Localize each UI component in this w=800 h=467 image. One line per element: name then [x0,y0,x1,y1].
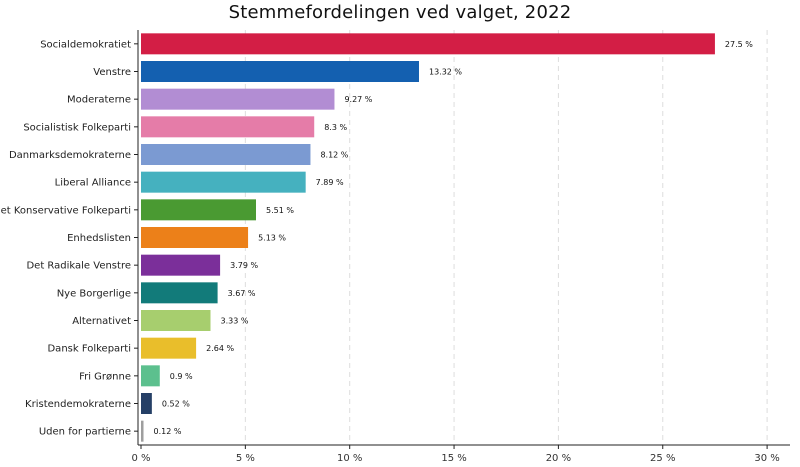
value-label: 27.5 % [725,40,753,49]
x-tick-label: 15 % [441,453,466,464]
x-tick-label: 25 % [650,453,675,464]
category-label: Det Radikale Venstre [26,261,131,272]
bar [141,199,256,221]
bar [141,337,197,359]
value-label: 3.67 % [228,289,256,298]
category-label: Venstre [93,67,131,78]
category-label: Uden for partierne [39,427,131,438]
bar [141,33,715,55]
category-label: Moderaterne [67,95,131,106]
value-label: 7.89 % [316,178,344,187]
category-label: Liberal Alliance [55,178,131,189]
bar [141,282,218,304]
bar [141,393,152,414]
bar [141,310,211,331]
category-label: Socialistisk Folkeparti [23,122,131,133]
x-tick-label: 30 % [754,453,779,464]
bar [141,144,311,165]
bar [141,171,306,193]
value-label: 5.13 % [258,234,286,243]
category-label: Kristendemokraterne [25,399,131,410]
x-tick-label: 5 % [236,453,255,464]
value-label: 0.9 % [170,372,193,381]
category-label: Enhedslisten [67,233,131,244]
x-tick-label: 10 % [337,453,362,464]
value-label: 5.51 % [266,206,294,215]
category-label: Danmarksdemokraterne [9,150,131,161]
value-label: 0.12 % [154,427,182,436]
bar [141,116,315,138]
value-label: 13.32 % [429,68,462,77]
chart-title: Stemmefordelingen ved valget, 2022 [228,2,572,23]
value-label: 2.64 % [206,344,234,353]
value-label: 9.27 % [344,95,372,104]
value-label: 3.79 % [230,261,258,270]
bar [141,227,249,248]
category-label: Det Konservative Folkeparti [0,205,131,216]
value-label: 8.12 % [320,151,348,160]
category-label: Alternativet [72,316,131,327]
x-tick-label: 20 % [546,453,571,464]
bar [141,88,335,110]
bar [141,365,160,387]
bar [141,254,221,276]
category-label: Dansk Folkeparti [47,344,131,355]
value-label: 0.52 % [162,400,190,409]
category-label: Socialdemokratiet [40,39,131,50]
category-label: Fri Grønne [79,371,131,382]
value-label: 8.3 % [324,123,347,132]
value-label: 3.33 % [220,317,248,326]
category-label: Nye Borgerlige [57,288,131,299]
bar [141,420,144,442]
x-tick-label: 0 % [131,453,150,464]
bar [141,61,419,82]
